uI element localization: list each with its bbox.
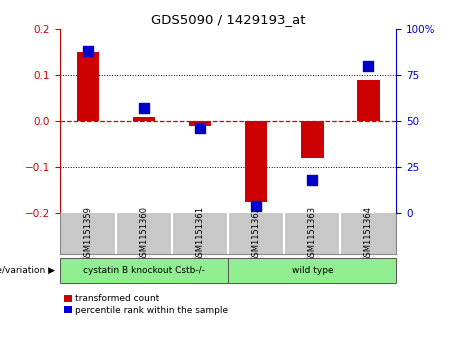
Text: GSM1151359: GSM1151359 [83, 206, 93, 262]
Text: GSM1151363: GSM1151363 [308, 205, 317, 262]
Legend: transformed count, percentile rank within the sample: transformed count, percentile rank withi… [65, 294, 228, 315]
Point [84, 48, 92, 54]
Bar [77, 52, 99, 121]
Point [196, 126, 204, 131]
Point [309, 177, 316, 183]
Text: GSM1151361: GSM1151361 [195, 206, 205, 262]
Text: cystatin B knockout Cstb-/-: cystatin B knockout Cstb-/- [83, 266, 205, 275]
Bar [301, 121, 324, 158]
Point [140, 105, 148, 111]
Text: GSM1151360: GSM1151360 [140, 206, 148, 262]
Bar [245, 121, 267, 202]
Point [365, 63, 372, 69]
Text: GSM1151362: GSM1151362 [252, 206, 261, 262]
Text: wild type: wild type [291, 266, 333, 275]
Text: GSM1151364: GSM1151364 [364, 206, 373, 262]
Text: genotype/variation ▶: genotype/variation ▶ [0, 266, 55, 275]
Bar [133, 117, 155, 121]
Title: GDS5090 / 1429193_at: GDS5090 / 1429193_at [151, 13, 306, 26]
Point [253, 203, 260, 209]
Bar [357, 79, 379, 121]
Bar [189, 121, 211, 126]
